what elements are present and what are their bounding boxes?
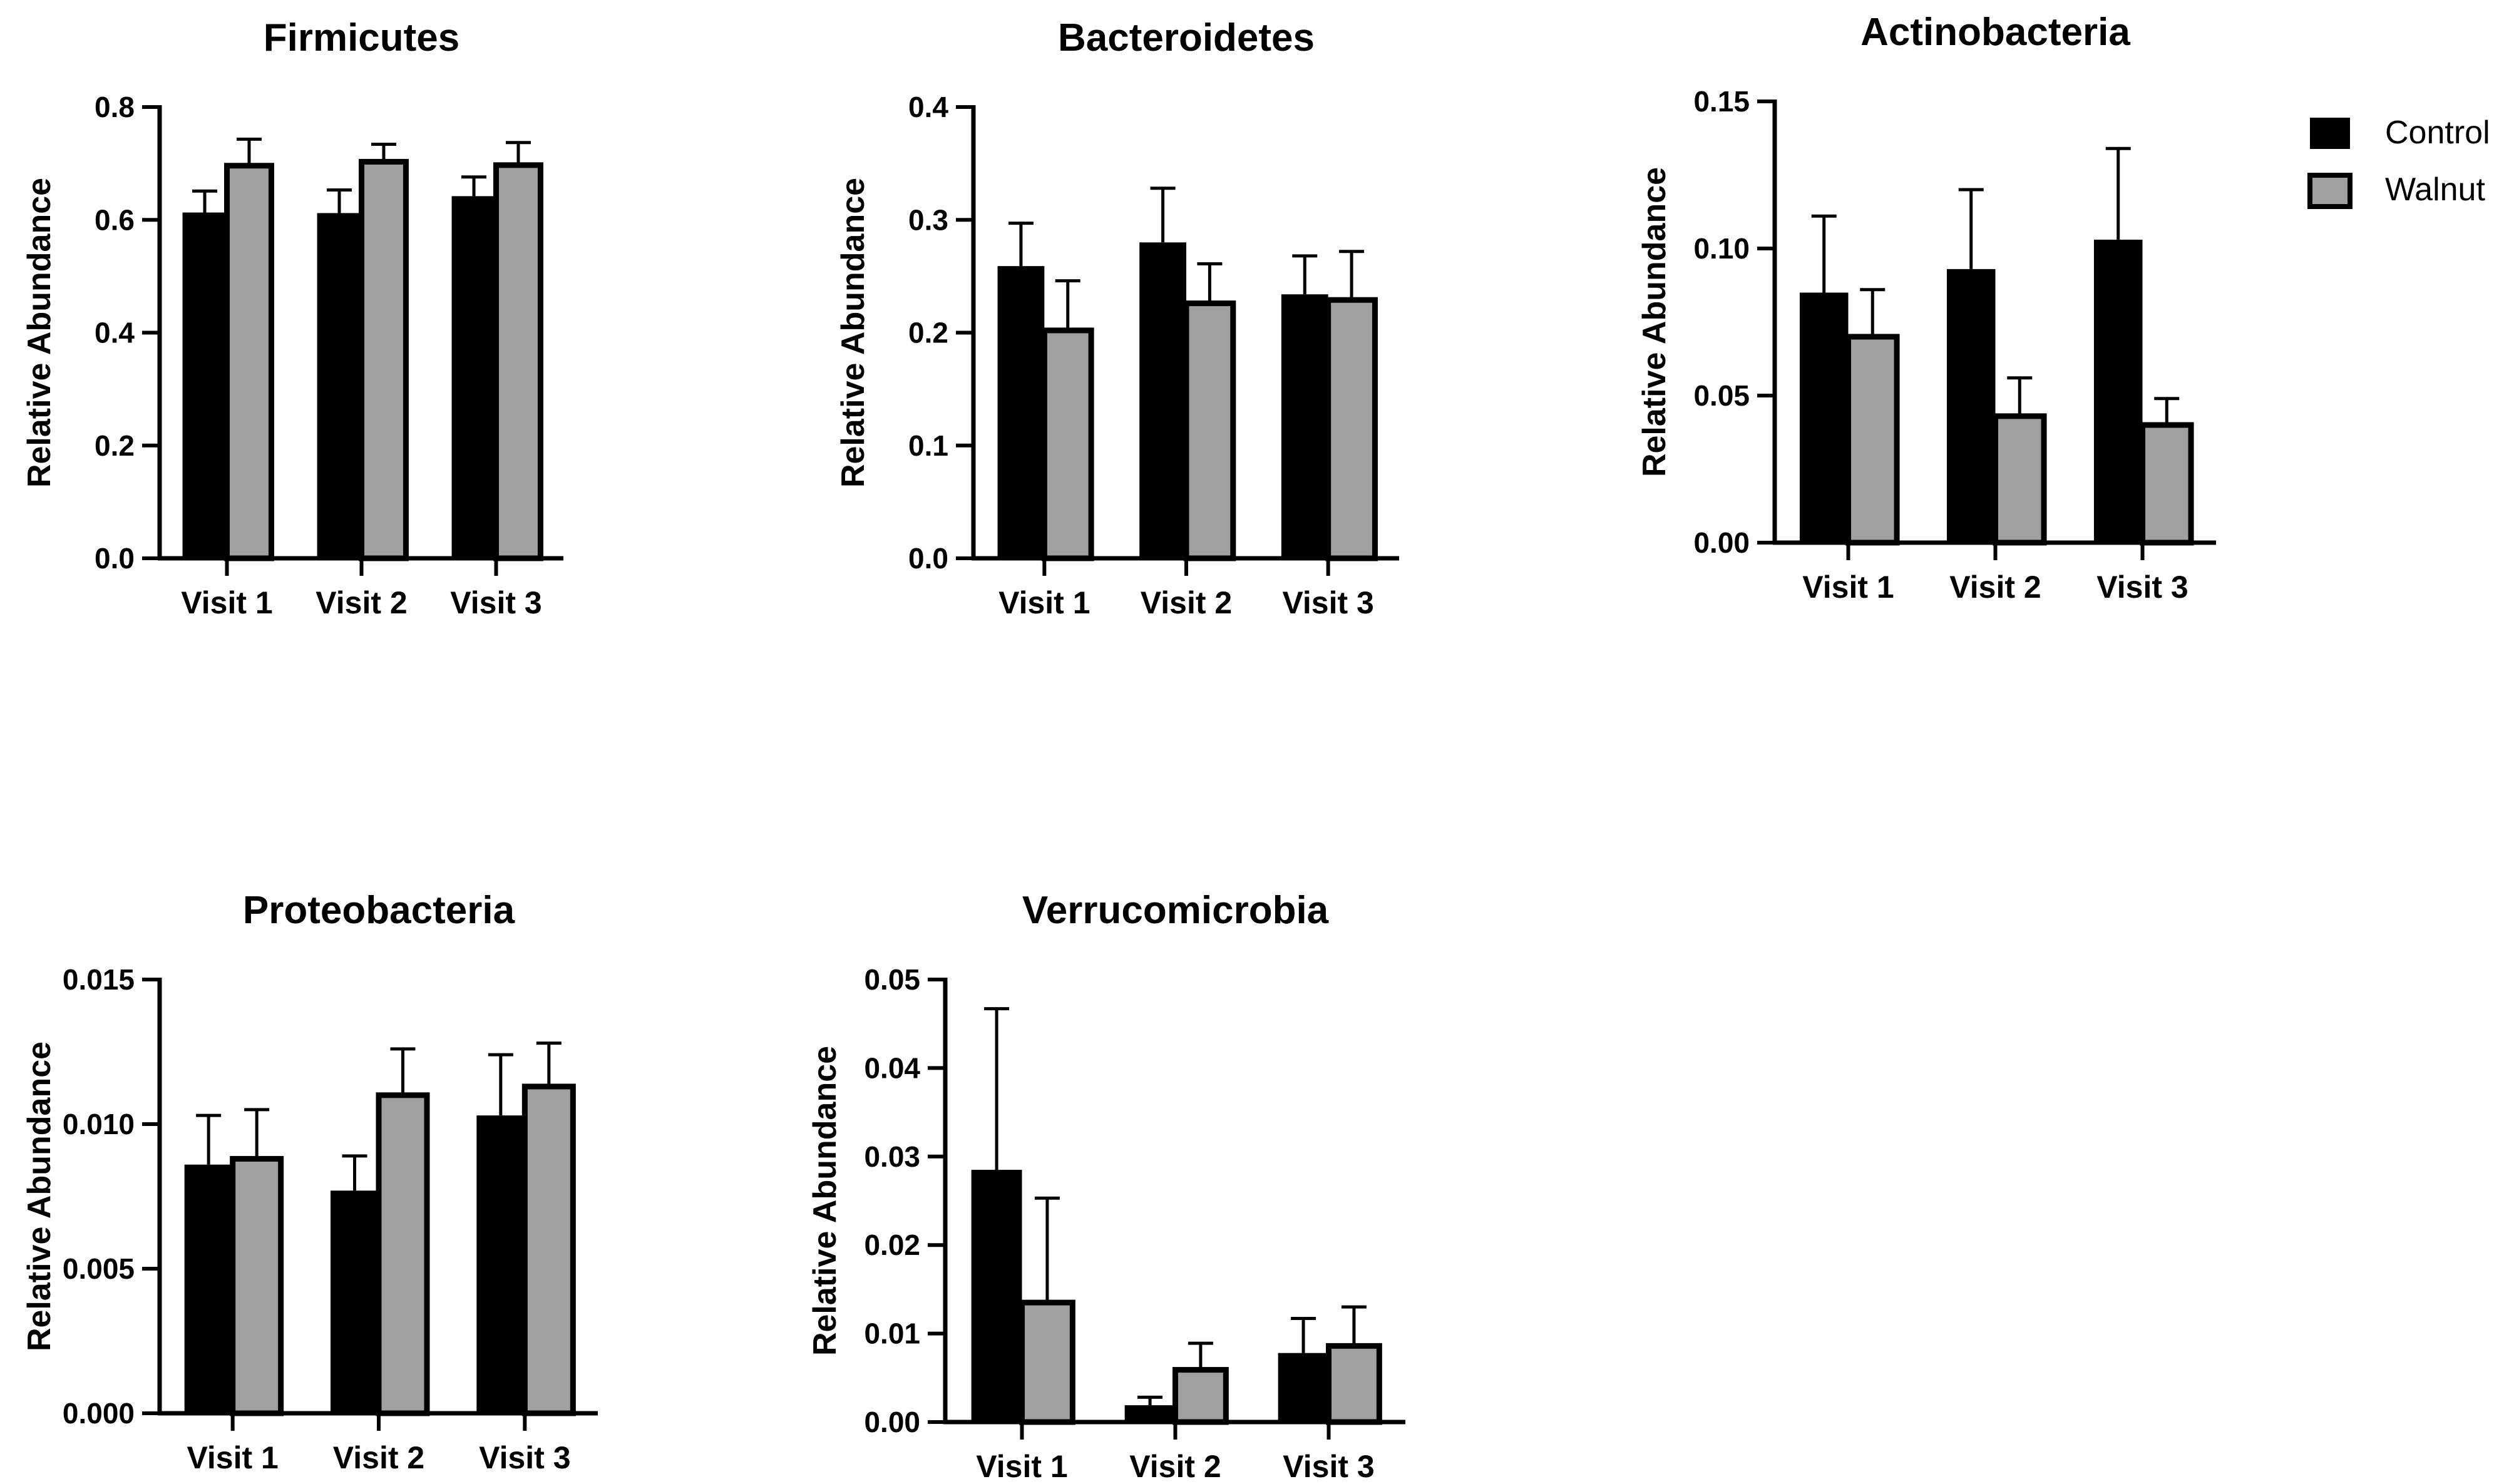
legend-label-walnut: Walnut bbox=[2385, 171, 2485, 208]
y-tick-label: 0.4 bbox=[908, 91, 948, 123]
x-tick-label: Visit 3 bbox=[1282, 585, 1373, 620]
y-tick-label: 0.00 bbox=[1693, 526, 1750, 559]
x-tick-label: Visit 3 bbox=[450, 585, 541, 620]
y-tick-label: 0.015 bbox=[63, 963, 135, 996]
bar-control-visit-1 bbox=[1799, 292, 1849, 543]
bar-walnut-visit-2 bbox=[376, 1092, 430, 1416]
bar-walnut-visit-2 bbox=[1183, 300, 1236, 561]
y-tick-label: 0.1 bbox=[908, 429, 948, 462]
bar-control-visit-3 bbox=[2093, 239, 2143, 543]
bar-walnut-visit-2 bbox=[1993, 413, 2047, 546]
y-tick-label: 0.0 bbox=[95, 542, 135, 575]
y-tick-label: 0.6 bbox=[95, 203, 135, 236]
x-tick-label: Visit 1 bbox=[187, 1440, 278, 1475]
legend-swatch-control bbox=[2310, 118, 2350, 149]
y-tick-label: 0.4 bbox=[95, 317, 135, 349]
bar-walnut-visit-2 bbox=[359, 158, 409, 561]
panel-actinobacteria: Actinobacteria Relative Abundance 0.00 0.05… bbox=[1636, 11, 2216, 605]
bar-control-visit-3 bbox=[1278, 1353, 1329, 1422]
bar-control-visit-2 bbox=[1139, 242, 1186, 558]
chart-title: Bacteroidetes bbox=[1058, 16, 1315, 59]
bar-control-visit-2 bbox=[331, 1190, 379, 1413]
bar-walnut-visit-3 bbox=[493, 162, 543, 561]
bar-walnut-visit-1 bbox=[224, 163, 274, 561]
y-tick-label: 0.8 bbox=[95, 91, 135, 123]
bar-walnut-visit-3 bbox=[1326, 1343, 1382, 1425]
x-tick-label: Visit 3 bbox=[479, 1440, 570, 1475]
panel-firmicutes: Firmicutes Relative Abundance 0.0 0.2 0.4 0.6… bbox=[21, 16, 563, 620]
bar-control-visit-3 bbox=[1281, 294, 1328, 558]
bar-walnut-visit-3 bbox=[2140, 422, 2194, 546]
chart-panels: Firmicutes Relative Abundance 0.0 0.2 0.4 0.6… bbox=[21, 11, 2216, 1484]
x-tick-label: Visit 2 bbox=[316, 585, 407, 620]
y-tick-label: 0.15 bbox=[1693, 85, 1750, 118]
y-tick-label: 0.04 bbox=[864, 1052, 920, 1084]
y-axis-label: Relative Abundance bbox=[1636, 167, 1673, 477]
y-tick-label: 0.3 bbox=[908, 203, 948, 236]
x-tick-label: Visit 2 bbox=[333, 1440, 424, 1475]
y-tick-label: 0.000 bbox=[63, 1397, 135, 1430]
bar-control-visit-1 bbox=[971, 1170, 1022, 1422]
y-axis-label: Relative Abundance bbox=[21, 178, 58, 488]
y-tick-label: 0.010 bbox=[63, 1108, 135, 1140]
y-tick-label: 0.2 bbox=[95, 429, 135, 462]
legend: Control Walnut bbox=[2307, 115, 2490, 209]
bar-control-visit-2 bbox=[1124, 1405, 1176, 1422]
y-axis-label: Relative Abundance bbox=[807, 1046, 843, 1356]
bar-control-visit-2 bbox=[317, 213, 362, 558]
x-tick-label: Visit 2 bbox=[1949, 570, 2041, 605]
x-tick-label: Visit 1 bbox=[1802, 570, 1894, 605]
bar-walnut-visit-1 bbox=[230, 1155, 284, 1416]
y-tick-label: 0.10 bbox=[1693, 232, 1750, 265]
chart-title: Verrucomicrobia bbox=[1022, 889, 1329, 932]
bar-control-visit-1 bbox=[184, 1164, 233, 1413]
y-tick-label: 0.03 bbox=[864, 1140, 920, 1173]
y-axis-label: Relative Abundance bbox=[21, 1041, 58, 1351]
x-tick-label: Visit 1 bbox=[998, 585, 1090, 620]
bar-control-visit-1 bbox=[997, 266, 1045, 558]
y-tick-label: 0.005 bbox=[63, 1252, 135, 1285]
x-tick-label: Visit 1 bbox=[181, 585, 272, 620]
x-tick-label: Visit 2 bbox=[1129, 1449, 1221, 1484]
y-axis-label: Relative Abundance bbox=[835, 178, 871, 488]
chart-title: Actinobacteria bbox=[1860, 11, 2130, 54]
chart-title: Firmicutes bbox=[264, 16, 460, 59]
y-tick-label: 0.05 bbox=[1693, 379, 1750, 412]
y-tick-label: 0.05 bbox=[864, 963, 920, 996]
x-tick-label: Visit 3 bbox=[2096, 570, 2188, 605]
y-tick-label: 0.0 bbox=[908, 542, 948, 575]
legend-swatch-walnut bbox=[2307, 173, 2353, 209]
bar-walnut-visit-3 bbox=[521, 1083, 576, 1416]
legend-label-control: Control bbox=[2385, 115, 2490, 151]
x-tick-label: Visit 1 bbox=[976, 1449, 1067, 1484]
panel-verrucomicrobia: Verrucomicrobia Relative Abundance 0.00 0.0… bbox=[807, 889, 1405, 1484]
panel-bacteroidetes: Bacteroidetes Relative Abundance 0.0 0.1 0.2… bbox=[835, 16, 1399, 620]
bar-walnut-visit-1 bbox=[1041, 327, 1094, 561]
bar-walnut-visit-2 bbox=[1172, 1367, 1229, 1425]
x-tick-label: Visit 2 bbox=[1141, 585, 1232, 620]
chart-title: Proteobacteria bbox=[243, 889, 515, 932]
bar-walnut-visit-1 bbox=[1845, 334, 1900, 546]
panel-proteobacteria: Proteobacteria Relative Abundance 0.000 0.0… bbox=[21, 889, 598, 1475]
bar-control-visit-3 bbox=[451, 196, 496, 559]
y-tick-label: 0.2 bbox=[908, 317, 948, 349]
y-tick-label: 0.00 bbox=[864, 1406, 920, 1438]
bar-control-visit-1 bbox=[182, 212, 227, 558]
y-tick-label: 0.02 bbox=[864, 1229, 920, 1261]
x-tick-label: Visit 3 bbox=[1283, 1449, 1374, 1484]
bar-control-visit-3 bbox=[476, 1115, 525, 1413]
bar-walnut-visit-3 bbox=[1325, 297, 1378, 561]
y-tick-label: 0.01 bbox=[864, 1318, 920, 1350]
bar-control-visit-2 bbox=[1946, 269, 1996, 543]
bar-walnut-visit-1 bbox=[1019, 1299, 1075, 1425]
